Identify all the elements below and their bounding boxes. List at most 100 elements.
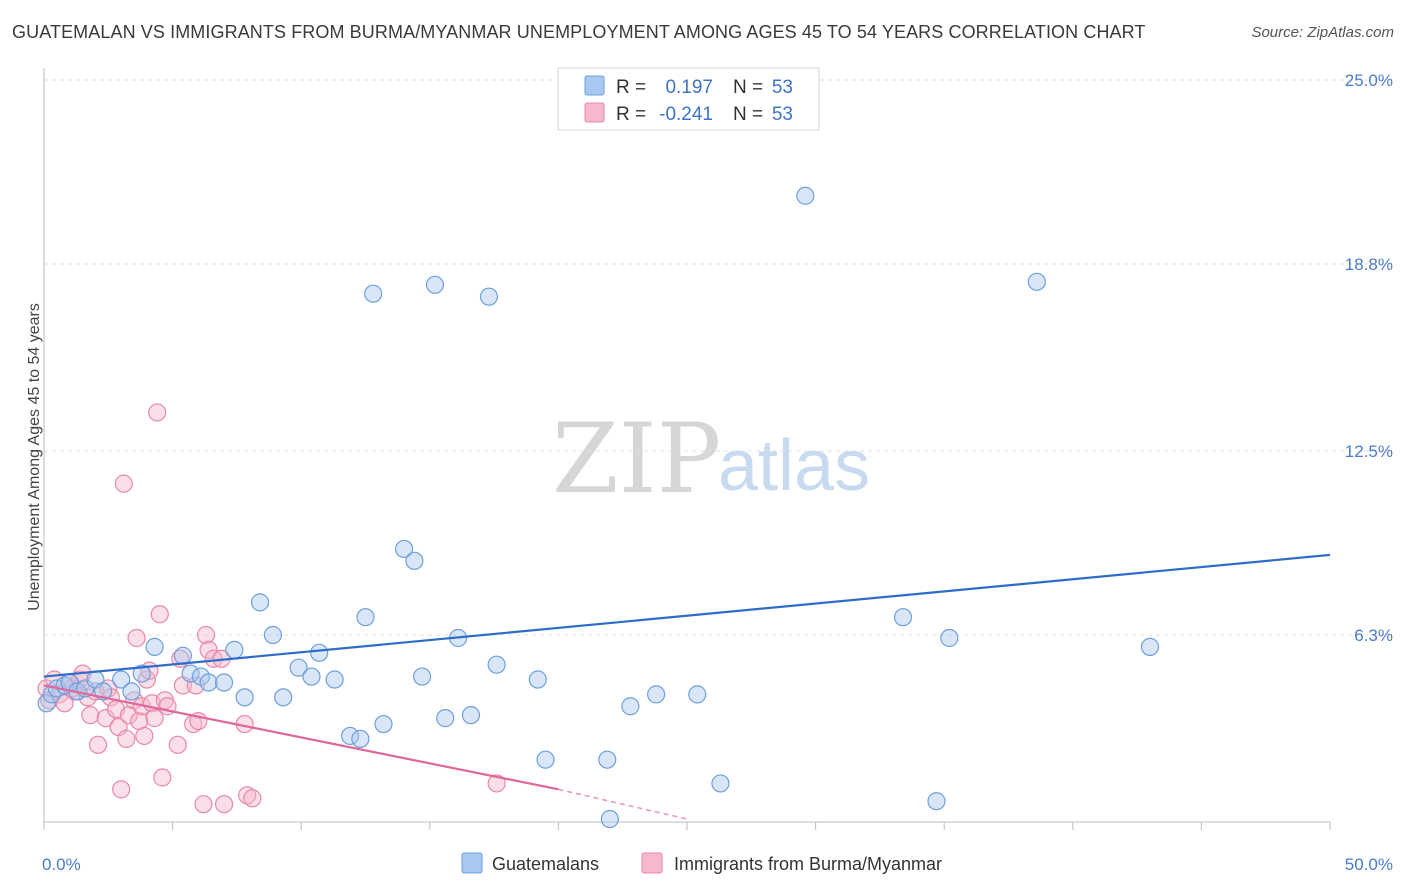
burma-point-24 [127, 628, 146, 648]
burma-point-11 [81, 706, 100, 725]
guatemalan-point-0 [37, 694, 56, 713]
y-tick-labels: 6.3% 12.5% 18.8% 25.0% [1345, 71, 1393, 645]
watermark-zip: ZIP [552, 403, 721, 515]
guatemalan-point-23 [289, 658, 308, 677]
guatemalan-point-1 [42, 685, 61, 704]
y-axis-label: Unemployment Among Ages 45 to 54 years [26, 303, 43, 611]
guatemalan-point-33 [405, 551, 424, 570]
burma-point-4 [55, 694, 74, 713]
burma-point-50 [238, 786, 257, 805]
burma-point-27 [135, 726, 154, 746]
guatemalan-point-25 [310, 643, 329, 662]
legend-r-label-2: R = [616, 104, 646, 125]
guatemalan-point-14 [181, 664, 200, 683]
grid-lines [44, 79, 1395, 636]
guatemalan-point-16 [199, 673, 218, 692]
x-tick-labels: 0.0% 50.0% [42, 855, 1393, 874]
legend-n-label-1: N = [733, 77, 763, 98]
guatemalan-point-11 [132, 664, 151, 683]
burma-series-points [37, 403, 506, 814]
guatemalan-point-29 [356, 608, 375, 627]
guatemalan-point-49 [796, 186, 815, 205]
guatemalan-point-34 [412, 667, 432, 686]
burma-point-34 [153, 768, 172, 787]
source-label: Source: ZipAtlas.com [1251, 24, 1394, 41]
guatemalan-point-32 [394, 539, 414, 559]
legend-swatch-pink [584, 102, 605, 123]
burma-point-19 [112, 780, 131, 799]
guatemalan-point-12 [145, 637, 164, 656]
burma-point-32 [148, 403, 167, 422]
legend-n-value-1: 53 [772, 77, 793, 98]
guatemalan-point-18 [225, 640, 244, 659]
guatemalan-point-50 [893, 608, 913, 627]
guatemalan-point-46 [647, 685, 666, 704]
guatemalan-point-53 [1027, 272, 1046, 291]
guatemalan-trend-line [43, 553, 1331, 678]
guatemalan-point-24 [302, 667, 321, 686]
bottom-legend-swatch-pink [641, 852, 663, 874]
burma-point-52 [487, 774, 506, 793]
guatemalan-point-30 [364, 284, 383, 303]
legend-r-label-1: R = [616, 77, 646, 98]
guatemalan-point-22 [274, 688, 293, 707]
correlation-legend: R = 0.197 N = 53 R = -0.241 N = 53 [557, 67, 820, 131]
legend-swatch-blue [584, 75, 605, 96]
burma-point-43 [194, 795, 213, 814]
series-legend: Guatemalans Immigrants from Burma/Myanma… [461, 852, 942, 874]
guatemalan-point-39 [479, 287, 499, 306]
y-tick-label-1: 12.5% [1345, 442, 1393, 461]
x-tick-label-0: 0.0% [42, 855, 81, 874]
legend-n-label-2: N = [733, 104, 763, 125]
guatemalan-point-40 [487, 655, 506, 674]
y-tick-label-0: 6.3% [1354, 626, 1393, 645]
guatemalan-point-36 [436, 709, 455, 728]
bottom-legend-guatemalans: Guatemalans [492, 854, 599, 874]
guatemalan-point-38 [461, 706, 481, 725]
burma-point-48 [214, 795, 234, 814]
guatemalan-point-43 [598, 750, 617, 769]
burma-point-45 [199, 640, 218, 659]
burma-point-37 [168, 735, 187, 754]
guatemalan-point-21 [263, 625, 283, 645]
bottom-legend-burma: Immigrants from Burma/Myanmar [674, 854, 942, 874]
guatemalan-point-17 [214, 673, 234, 692]
burma-point-33 [150, 605, 169, 624]
guatemalan-point-20 [250, 593, 270, 612]
trend-lines [43, 553, 1331, 820]
y-tick-label-3: 25.0% [1345, 71, 1393, 90]
burma-point-44 [196, 625, 216, 645]
guatemalan-point-48 [711, 774, 730, 793]
legend-n-value-2: 53 [772, 104, 793, 125]
burma-point-13 [88, 735, 108, 754]
burma-trend-line-extension [558, 788, 688, 820]
guatemalan-point-44 [600, 809, 619, 829]
guatemalan-point-31 [374, 714, 393, 734]
burma-point-31 [145, 709, 164, 728]
guatemalan-point-13 [173, 646, 192, 665]
guatemalan-point-28 [351, 729, 370, 748]
guatemalan-point-26 [325, 670, 344, 689]
legend-r-value-2: -0.241 [659, 104, 713, 125]
legend-r-value-1: 0.197 [665, 77, 713, 98]
guatemalan-point-42 [536, 750, 555, 769]
guatemalan-point-52 [940, 628, 959, 648]
guatemalan-point-35 [425, 275, 445, 294]
watermark-atlas: atlas [718, 426, 870, 506]
guatemalan-point-54 [1140, 637, 1160, 656]
burma-trend-line [43, 684, 559, 791]
x-tick-label-1: 50.0% [1345, 855, 1393, 874]
chart-title: GUATEMALAN VS IMMIGRANTS FROM BURMA/MYAN… [12, 22, 1146, 42]
guatemalan-point-45 [621, 697, 640, 716]
guatemalan-point-9 [112, 670, 131, 689]
burma-point-21 [117, 729, 136, 748]
burma-point-20 [114, 474, 133, 493]
burma-point-51 [243, 789, 262, 808]
y-tick-label-2: 18.8% [1345, 255, 1393, 274]
guatemalan-point-47 [688, 685, 707, 704]
bottom-legend-swatch-blue [461, 852, 483, 874]
guatemalan-point-51 [927, 792, 946, 811]
guatemalan-point-27 [340, 726, 360, 746]
guatemalan-point-19 [235, 688, 254, 707]
